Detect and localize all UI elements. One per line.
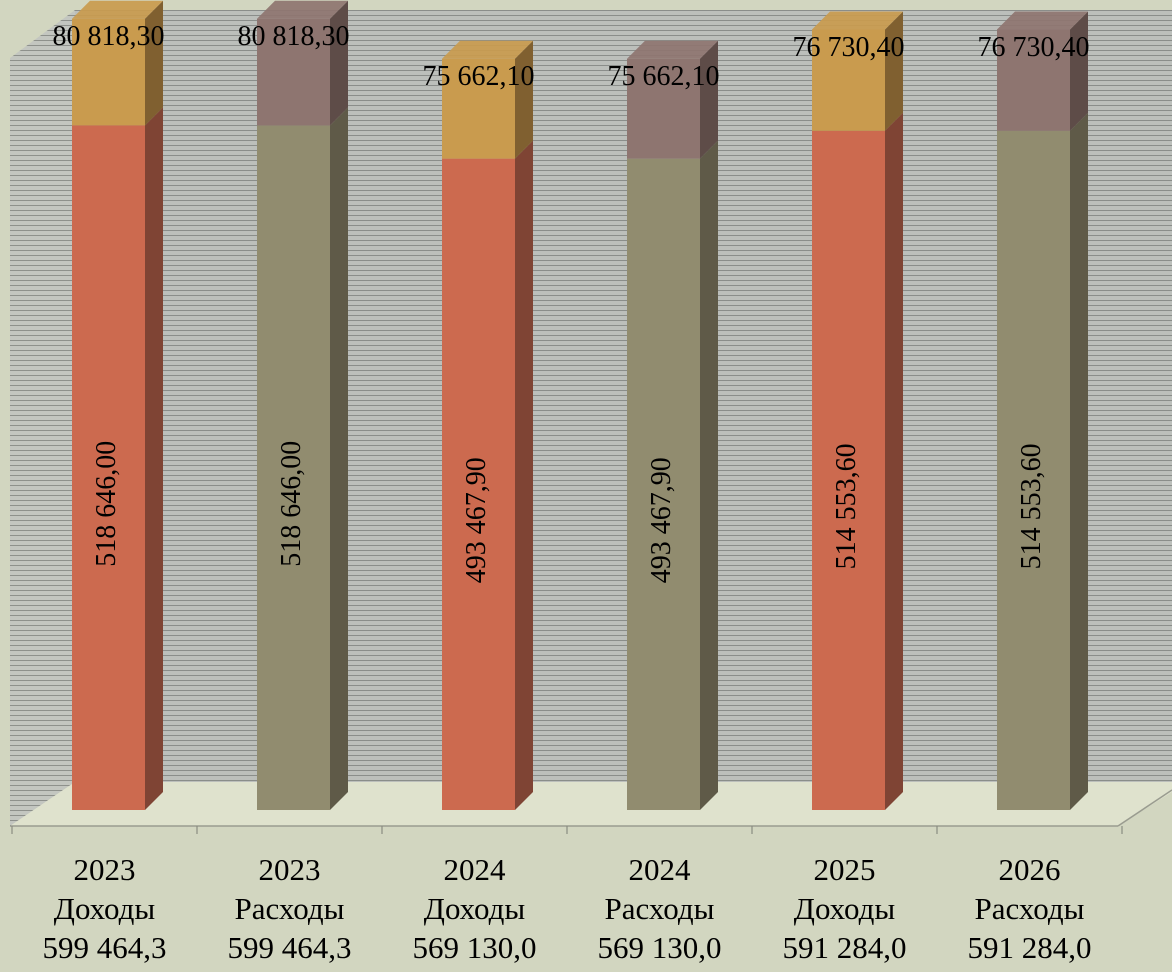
- bar-value-label: 75 662,10: [608, 61, 720, 92]
- bar-side-base: [515, 140, 533, 810]
- bar-side-base: [700, 140, 718, 810]
- bar-value-label: 493 467,90: [646, 457, 677, 583]
- x-tick-label-line: 2023: [74, 852, 136, 887]
- bar-value-label: 514 553,60: [831, 443, 862, 569]
- x-tick-label-line: 591 284,0: [783, 930, 907, 965]
- x-tick-label-line: 2025: [814, 852, 876, 887]
- bar-segment-top: [627, 58, 700, 159]
- bar-stack: 493 467,90 75 662,10: [608, 40, 720, 810]
- bar-side-top: [145, 0, 163, 126]
- bar-cap: [997, 11, 1088, 30]
- x-tick-label: 2025 Доходы 591 284,0: [783, 852, 907, 965]
- bar-side-base: [1070, 112, 1088, 810]
- x-tick-label-line: Доходы: [54, 891, 156, 926]
- bar-stack: 518 646,00 80 818,30: [53, 0, 165, 811]
- bar-segment-base: [997, 130, 1070, 810]
- bar-value-label: 80 818,30: [53, 21, 165, 52]
- bar-cap: [257, 0, 348, 19]
- bar-side-top: [1070, 11, 1088, 131]
- bar-stack: 493 467,90 75 662,10: [423, 40, 535, 810]
- x-tick-label-line: 2023: [259, 852, 321, 887]
- bar-value-label: 493 467,90: [461, 457, 492, 583]
- bar-segment-top: [72, 18, 145, 126]
- x-tick-label-line: 2024: [629, 852, 692, 887]
- x-tick-label-line: 2026: [999, 852, 1061, 887]
- bar-segment-base: [257, 125, 330, 811]
- bar-value-label: 514 553,60: [1016, 443, 1047, 569]
- bar-value-label: 80 818,30: [238, 21, 350, 52]
- x-tick-label-line: Расходы: [235, 891, 345, 926]
- bar-cap: [627, 40, 718, 59]
- x-tick-label-line: 2024: [444, 852, 507, 887]
- x-tick-label-line: Расходы: [975, 891, 1085, 926]
- bar-side-base: [885, 112, 903, 810]
- bar-side-base: [330, 107, 348, 811]
- bar-stack: 514 553,60 76 730,40: [978, 11, 1090, 810]
- bar-segment-top: [257, 18, 330, 126]
- bar-value-label: 518 646,00: [91, 441, 122, 567]
- x-tick-label-line: 599 464,3: [43, 930, 167, 965]
- bar-segment-top: [812, 29, 885, 131]
- bar-segment-top: [997, 29, 1070, 131]
- bar-stack: 514 553,60 76 730,40: [793, 11, 905, 810]
- bar-segment-base: [812, 130, 885, 810]
- x-tick-label-line: 591 284,0: [968, 930, 1092, 965]
- bar-segment-base: [627, 158, 700, 810]
- x-tick-label: 2023 Расходы 599 464,3: [228, 852, 352, 965]
- x-tick-label-line: Расходы: [605, 891, 715, 926]
- bar-side-top: [700, 40, 718, 159]
- bar-value-label: 518 646,00: [276, 441, 307, 567]
- x-tick-label-line: 599 464,3: [228, 930, 352, 965]
- x-tick-label-line: Доходы: [794, 891, 896, 926]
- bar-cap: [442, 40, 533, 59]
- bar-segment-base: [72, 125, 145, 811]
- bar-cap: [72, 0, 163, 19]
- x-tick-label: 2024 Доходы 569 130,0: [413, 852, 537, 965]
- x-tick-label: 2024 Расходы 569 130,0: [598, 852, 722, 965]
- x-tick-label: 2023 Доходы 599 464,3: [43, 852, 167, 965]
- bar-cap: [812, 11, 903, 30]
- bar-value-label: 76 730,40: [793, 32, 905, 63]
- bar-value-label: 76 730,40: [978, 32, 1090, 63]
- bar-segment-top: [442, 58, 515, 159]
- bar-stack: 518 646,00 80 818,30: [238, 0, 350, 811]
- x-tick-label-line: Доходы: [424, 891, 526, 926]
- bar-segment-base: [442, 158, 515, 810]
- x-tick-label-line: 569 130,0: [598, 930, 722, 965]
- bar-value-label: 75 662,10: [423, 61, 535, 92]
- x-tick-label: 2026 Расходы 591 284,0: [968, 852, 1092, 965]
- bar-side-top: [885, 11, 903, 131]
- bar-side-base: [145, 107, 163, 811]
- side-wall: [10, 10, 75, 826]
- x-tick-label-line: 569 130,0: [413, 930, 537, 965]
- floor-edge-right: [1117, 789, 1172, 827]
- bar-side-top: [515, 40, 533, 159]
- bar-side-top: [330, 0, 348, 126]
- bars-group: 518 646,00 80 818,30 518 646,00 80 818,30 49…: [53, 0, 1090, 811]
